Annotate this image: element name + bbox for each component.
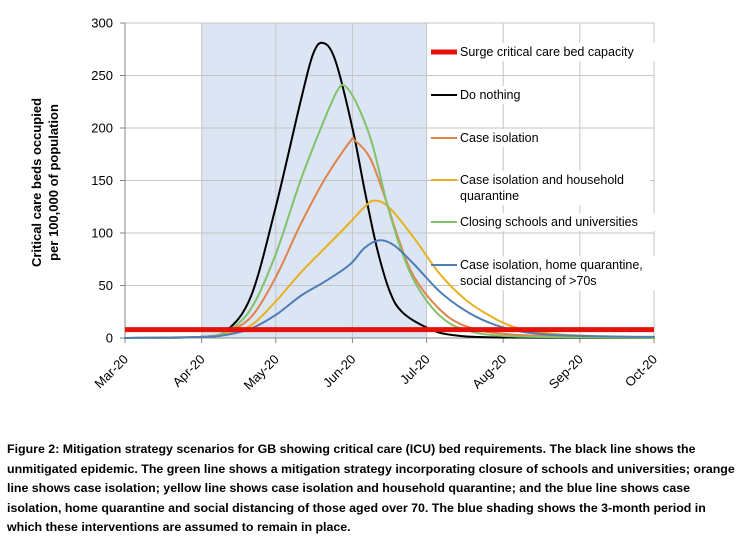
figure-caption: Figure 2: Mitigation strategy scenarios …: [7, 442, 735, 535]
y-tick-label: 0: [106, 331, 113, 346]
y-tick-label: 50: [99, 278, 113, 293]
y-tick-label: 100: [91, 226, 113, 241]
legend-label: Do nothing: [460, 88, 521, 102]
x-tick-label: Jul-20: [397, 352, 433, 388]
legend-label: Surge critical care bed capacity: [460, 45, 634, 59]
legend-text-background: [459, 129, 558, 147]
x-tick-label: May-20: [241, 352, 282, 393]
legend-label: Case isolation and household: [460, 173, 624, 187]
x-tick-label: Mar-20: [91, 352, 131, 392]
y-tick-label: 150: [91, 173, 113, 188]
legend-text-background: [459, 171, 650, 205]
y-tick-label: 250: [91, 68, 113, 83]
y-tick-label: 300: [91, 16, 113, 31]
x-tick-label: Sep-20: [546, 352, 586, 392]
legend-label: quarantine: [460, 189, 519, 203]
x-tick-label: Apr-20: [170, 352, 208, 390]
legend-label: Case isolation, home quarantine,: [460, 258, 643, 272]
y-axis-title: per 100,000 of population: [46, 104, 61, 261]
x-tick-label: Jun-20: [320, 352, 359, 391]
x-tick-label: Oct-20: [622, 352, 660, 390]
legend-text-background: [459, 43, 677, 61]
y-tick-label: 200: [91, 121, 113, 136]
legend-label: Closing schools and universities: [460, 215, 638, 229]
icu-scenario-chart: Surge critical care bed capacity Do nothi…: [29, 15, 677, 393]
legend-label: social distancing of >70s: [460, 274, 597, 288]
legend-label: Case isolation: [460, 131, 539, 145]
legend-text-background: [459, 213, 677, 231]
legend-text-background: [459, 86, 531, 104]
y-axis-title: Critical care beds occupied: [29, 98, 44, 267]
legend-text-background: [459, 256, 677, 290]
x-tick-label: Aug-20: [469, 352, 509, 392]
